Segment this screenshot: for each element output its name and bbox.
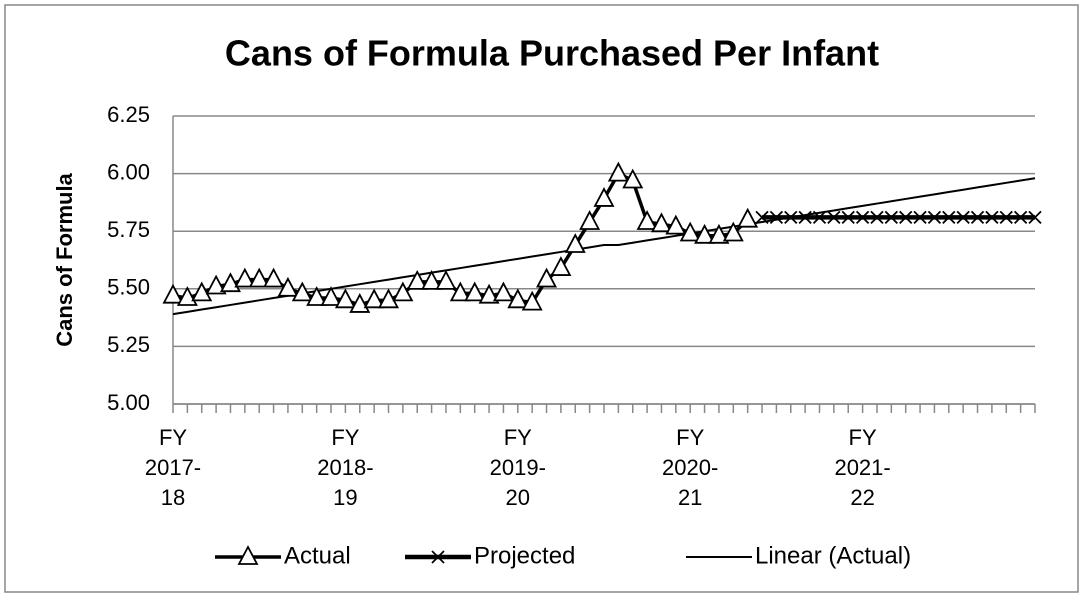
marker: [636, 210, 658, 230]
marker: [665, 214, 687, 235]
marker: [755, 210, 769, 225]
marker: [263, 267, 285, 288]
marker: [694, 223, 716, 244]
y-tick-label: 5.50: [107, 275, 150, 300]
marker: [1013, 210, 1028, 225]
marker: [363, 288, 385, 309]
chart-title: Cans of Formula Purchased Per Infant: [225, 33, 879, 74]
marker: [970, 210, 985, 225]
marker: [784, 210, 798, 225]
marker: [421, 269, 443, 290]
marker: [507, 288, 529, 309]
marker: [708, 223, 730, 244]
marker: [162, 283, 184, 304]
marker: [769, 210, 784, 225]
marker: [927, 210, 942, 225]
marker: [841, 210, 855, 225]
marker: [492, 281, 514, 302]
marker: [827, 210, 841, 225]
x-tick-label: FY 2018-19: [317, 425, 374, 510]
y-tick-label: 5.25: [107, 332, 150, 357]
y-axis-label: Cans of Formula: [52, 172, 77, 346]
marker: [622, 168, 644, 189]
y-tick-label: 5.00: [107, 390, 150, 415]
marker: [478, 283, 500, 304]
marker: [913, 210, 927, 225]
legend-label: Projected: [474, 542, 575, 569]
marker: [870, 210, 884, 225]
marker: [593, 187, 615, 207]
marker: [378, 288, 399, 309]
marker: [985, 210, 999, 225]
marker: [899, 210, 913, 225]
marker: [431, 550, 445, 564]
marker: [464, 281, 486, 302]
marker: [234, 267, 256, 288]
marker: [579, 210, 601, 230]
marker: [248, 267, 270, 288]
marker: [191, 281, 213, 302]
y-tick-label: 6.00: [107, 159, 150, 184]
marker: [956, 210, 970, 225]
x-tick-label: FY 2019-20: [489, 425, 546, 510]
marker: [205, 274, 227, 295]
marker: [942, 210, 956, 225]
marker: [449, 281, 471, 302]
legend-item: Actual: [215, 542, 351, 569]
marker: [855, 210, 870, 225]
marker: [320, 286, 342, 306]
marker: [679, 221, 701, 242]
marker: [536, 267, 558, 288]
legend-label: Actual: [284, 542, 351, 569]
marker: [798, 210, 812, 225]
marker: [607, 161, 629, 182]
marker: [812, 210, 827, 225]
marker: [392, 281, 414, 302]
marker: [737, 207, 759, 228]
legend-item: Projected: [405, 542, 575, 569]
marker: [650, 212, 672, 233]
legend-item: Linear (Actual): [686, 542, 911, 569]
marker: [334, 288, 356, 309]
marker: [1028, 210, 1042, 225]
marker: [564, 233, 586, 253]
marker: [521, 290, 543, 311]
marker: [884, 210, 898, 225]
x-tick-label: FY 2020-21: [662, 425, 719, 510]
y-tick-label: 5.75: [107, 217, 150, 242]
marker: [722, 221, 744, 242]
marker: [406, 269, 428, 290]
y-tick-label: 6.25: [107, 102, 150, 127]
x-tick-label: FY 2021-22: [834, 425, 891, 510]
marker: [999, 210, 1013, 225]
marker: [306, 286, 328, 306]
marker: [435, 269, 457, 290]
marker: [291, 281, 313, 302]
marker: [550, 256, 572, 276]
x-tick-label: FY 2017-18: [144, 425, 202, 510]
marker: [277, 276, 299, 297]
marker: [237, 545, 259, 565]
legend-label: Linear (Actual): [755, 542, 911, 569]
